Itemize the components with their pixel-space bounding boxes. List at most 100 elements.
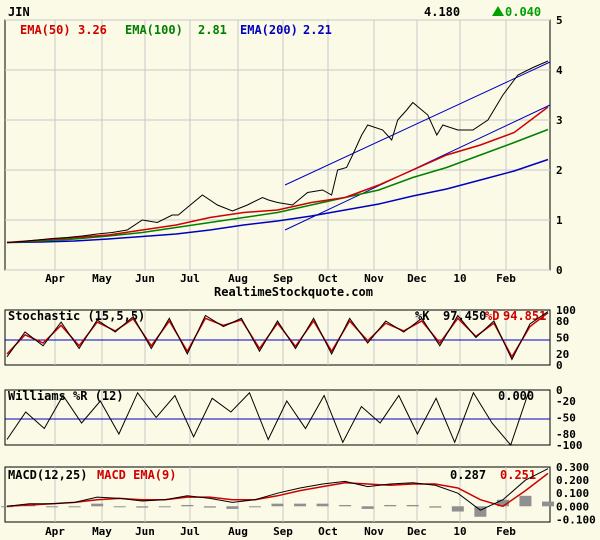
price-panel: JIN 4.180 0.040 EMA(50) 3.26 EMA(100) 2.… — [4, 5, 563, 299]
macd-signal-line — [6, 472, 549, 508]
macd-histogram-bar — [451, 506, 464, 512]
ema50-line — [6, 106, 549, 244]
macd-x-tick: Dec — [407, 525, 427, 538]
williams-y-axis: 0-20 -50 -80-100 — [556, 384, 583, 452]
price-x-tick: Apr — [45, 272, 65, 285]
macd-histogram-bar — [1, 506, 13, 508]
stoch-y-tick: 20 — [556, 348, 569, 361]
macd-x-tick: Sep — [273, 525, 293, 538]
ema100-line — [6, 128, 549, 244]
macd-histogram-bar — [91, 503, 104, 507]
macd-histogram-bar — [474, 506, 487, 517]
macd-histogram-bar — [429, 506, 442, 508]
macd-title: MACD(12,25) — [8, 468, 87, 482]
price-x-tick: Sep — [273, 272, 293, 285]
price-y-tick: 3 — [556, 114, 563, 127]
stochastic-k-value: 97.450 — [443, 309, 486, 323]
macd-histogram-bar — [181, 504, 194, 507]
last-price: 4.180 — [424, 5, 460, 19]
ema100-legend-label: EMA(100) — [125, 23, 183, 37]
macd-histogram-bar — [406, 504, 419, 507]
macd-x-tick: Jul — [180, 525, 200, 538]
stochastic-panel: Stochastic (15,5,5) %K 97.450 %D 94.851 … — [4, 304, 576, 372]
macd-histogram-bar — [158, 506, 171, 508]
macd-x-tick: Apr — [45, 525, 65, 538]
macd-histogram-bar — [294, 503, 307, 507]
williams-line — [6, 389, 548, 446]
watermark: RealtimeStockquote.com — [214, 285, 373, 299]
stoch-y-tick: 80 — [556, 315, 569, 328]
stoch-y-tick: 0 — [556, 359, 563, 372]
ema200-legend-label: EMA(200) — [240, 23, 298, 37]
ema50-legend-value: 3.26 — [78, 23, 107, 37]
will-y-tick: 0 — [556, 384, 563, 397]
price-y-axis: 0 1 2 3 4 5 — [556, 14, 563, 277]
price-y-tick: 4 — [556, 64, 563, 77]
stoch-y-tick: 100 — [556, 304, 576, 317]
ema200-legend-value: 2.21 — [303, 23, 332, 37]
macd-histogram-bar — [226, 506, 239, 509]
macd-histogram-bar — [136, 506, 149, 508]
macd-histogram-bar — [248, 506, 261, 508]
price-y-tick: 0 — [556, 264, 563, 277]
macd-histogram-bar — [46, 506, 59, 508]
price-y-tick: 5 — [556, 14, 563, 27]
price-y-tick: 1 — [556, 214, 563, 227]
price-x-tick: Nov — [364, 272, 384, 285]
macd-histogram-bar — [496, 499, 509, 507]
macd-histogram-bar — [384, 504, 397, 507]
macd-value: 0.287 — [450, 468, 486, 482]
macd-panel: MACD(12,25) MACD EMA(9) 0.287 0.251 -0.1… — [1, 461, 596, 538]
price-line — [6, 60, 549, 243]
stochastic-grid — [54, 310, 507, 365]
macd-x-tick: Aug — [228, 525, 248, 538]
macd-x-tick: Nov — [364, 525, 384, 538]
macd-line — [6, 468, 549, 511]
macd-grid — [54, 467, 507, 522]
williams-title: Williams %R (12) — [8, 389, 124, 403]
macd-histogram-bar — [316, 503, 329, 507]
macd-histogram-bar — [542, 501, 554, 507]
ema200-line — [6, 158, 549, 244]
price-change: 0.040 — [505, 5, 541, 19]
price-grid — [5, 19, 550, 271]
macd-histogram-bar — [203, 506, 216, 508]
macd-y-tick: -0.100 — [556, 513, 596, 526]
macd-histogram-bar — [113, 506, 126, 508]
ticker-label: JIN — [8, 5, 30, 19]
price-x-tick: Aug — [228, 272, 248, 285]
stochastic-d-label: %D — [485, 309, 499, 323]
macd-histogram — [1, 495, 554, 517]
up-arrow-icon — [492, 6, 504, 16]
price-y-tick: 2 — [556, 164, 563, 177]
price-x-tick: Jun — [135, 272, 155, 285]
price-x-tick: Oct — [318, 272, 338, 285]
channel-upper-line — [284, 61, 551, 186]
stochastic-k-label: %K — [415, 309, 430, 323]
stochastic-title: Stochastic (15,5,5) — [8, 309, 145, 323]
stochastic-d-value: 94.851 — [503, 309, 546, 323]
will-y-tick: -100 — [556, 439, 583, 452]
ema100-legend-value: 2.81 — [198, 23, 227, 37]
williams-panel: Williams %R (12) 0.000 0-20 -50 -80-100 — [4, 384, 583, 452]
stoch-y-tick: 50 — [556, 332, 569, 345]
stochastic-d-line — [6, 312, 549, 359]
will-y-tick: -50 — [556, 412, 576, 425]
price-x-tick: Feb — [496, 272, 516, 285]
macd-y-tick: 0.100 — [556, 487, 589, 500]
macd-x-tick: 10 — [453, 525, 466, 538]
price-x-tick: Dec — [407, 272, 427, 285]
macd-x-tick: Feb — [496, 525, 516, 538]
macd-histogram-bar — [361, 506, 374, 509]
macd-histogram-bar — [339, 504, 352, 507]
macd-x-tick: Jun — [135, 525, 155, 538]
stochastic-k-line — [6, 311, 549, 361]
macd-histogram-bar — [519, 495, 532, 507]
price-x-tick: May — [92, 272, 112, 285]
williams-value: 0.000 — [498, 389, 534, 403]
price-x-tick: Jul — [180, 272, 200, 285]
macd-y-tick: 0.300 — [556, 461, 589, 474]
williams-grid — [54, 390, 507, 445]
